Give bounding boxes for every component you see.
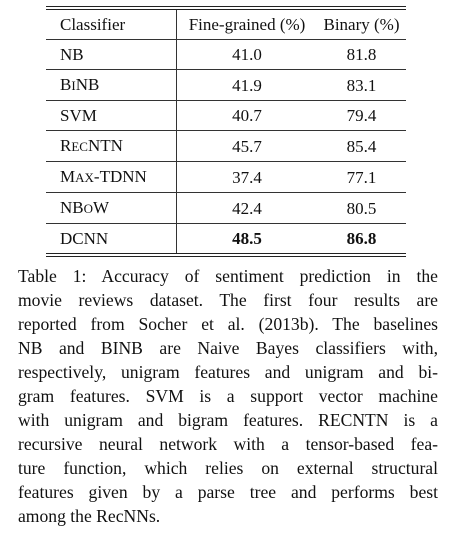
cell-binary: 83.1 [317, 69, 406, 101]
caption-line: reported from Socher et al. (2013b). The… [18, 314, 438, 334]
caption-line: recursive neural network with a tensor-b… [18, 434, 438, 454]
cell-binary: 77.1 [317, 161, 406, 193]
cell-fine-grained: 42.4 [176, 192, 317, 224]
cell-fine-grained: 37.4 [176, 161, 317, 193]
caption-line: features given by a parse tree and perfo… [18, 482, 438, 502]
cell-classifier: RECNTN [46, 130, 177, 162]
cell-binary: 80.5 [317, 192, 406, 224]
cell-fine-grained: 45.7 [176, 130, 317, 162]
header-fine-grained: Fine-grained (%) [188, 15, 306, 34]
cell-classifier: BINB [46, 69, 177, 101]
cell-binary: 79.4 [317, 100, 406, 131]
table-row: NBOW 42.4 80.5 [46, 192, 406, 224]
caption-line: respectively, unigram features and unigr… [18, 362, 438, 382]
table-bottom-rule [46, 253, 406, 257]
table-header-row: Classifier Fine-grained (%) Binary (%) [46, 10, 406, 40]
header-binary: Binary (%) [323, 15, 400, 34]
cell-fine-grained: 41.9 [176, 69, 317, 101]
results-table: Classifier Fine-grained (%) Binary (%) N… [46, 10, 406, 253]
table-row: MAX-TDNN 37.4 77.1 [46, 161, 406, 193]
caption-line: gram features. SVM is a support vector m… [18, 386, 438, 406]
cell-classifier: NBOW [46, 192, 177, 224]
cell-fine-grained: 41.0 [176, 39, 317, 70]
cell-classifier: MAX-TDNN [46, 161, 177, 193]
caption-line: Table 1: Accuracy of sentiment predictio… [18, 266, 438, 286]
cell-binary: 86.8 [317, 223, 406, 253]
table-row: RECNTN 45.7 85.4 [46, 130, 406, 162]
table-row: SVM 40.7 79.4 [46, 100, 406, 131]
results-table-container: Classifier Fine-grained (%) Binary (%) N… [46, 6, 406, 257]
caption-line: ture function, which relies on external … [18, 458, 438, 478]
table-row: NB 41.0 81.8 [46, 39, 406, 70]
cell-fine-grained: 48.5 [176, 223, 317, 253]
cell-classifier: DCNN [46, 223, 177, 253]
header-classifier: Classifier [46, 10, 177, 40]
cell-binary: 81.8 [317, 39, 406, 70]
cell-binary: 85.4 [317, 130, 406, 162]
table-row: DCNN 48.5 86.8 [46, 223, 406, 253]
caption-line: movie reviews dataset. The first four re… [18, 290, 438, 310]
cell-classifier: NB [46, 39, 177, 70]
caption-line: NB and BINB are Naive Bayes classifiers … [18, 338, 438, 358]
table-row: BINB 41.9 83.1 [46, 69, 406, 101]
caption-line: among the RecNNs. [18, 506, 161, 526]
table-caption: Table 1: Accuracy of sentiment predictio… [18, 264, 438, 528]
table-top-rule [46, 6, 406, 10]
caption-line: with unigram and bigram features. RECNTN… [18, 410, 438, 430]
cell-classifier: SVM [46, 100, 177, 131]
cell-fine-grained: 40.7 [176, 100, 317, 131]
table-body: NB 41.0 81.8 BINB 41.9 83.1 SVM 40.7 79.4 RECNTN 4… [46, 39, 406, 253]
